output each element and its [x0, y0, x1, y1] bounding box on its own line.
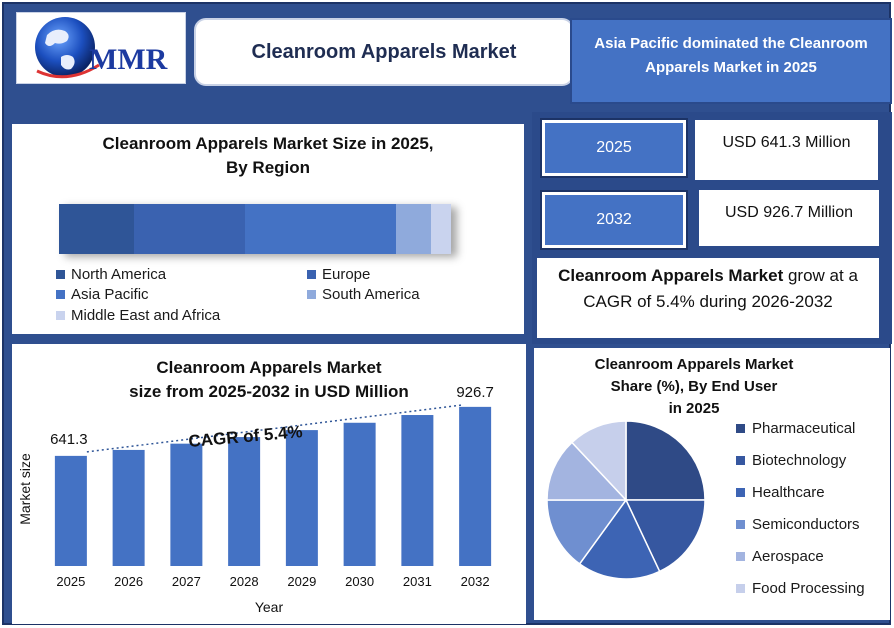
legend-label: Pharmaceutical — [752, 420, 856, 437]
end-user-pie-chart — [546, 420, 706, 580]
legend-label: Asia Pacific — [71, 286, 149, 303]
pie-slice-healthcare — [578, 498, 661, 580]
legend-label: Food Processing — [752, 580, 865, 597]
region-segment-south-america — [395, 204, 432, 254]
pie-title-line3: in 2025 — [668, 400, 720, 417]
bar-2032 — [459, 406, 492, 566]
region-segment-europe — [134, 204, 246, 254]
pie-slice-biotechnology — [624, 499, 706, 573]
legend-swatch — [736, 488, 745, 497]
legend-swatch — [736, 552, 745, 561]
pie-legend-item: Pharmaceutical — [736, 420, 855, 437]
legend-swatch — [56, 290, 65, 299]
region-segment-asia-pacific — [245, 204, 396, 254]
cagr-market-name: Cleanroom Apparels Market — [558, 266, 784, 285]
pie-legend-item: Healthcare — [736, 484, 825, 501]
legend-label: Healthcare — [752, 484, 825, 501]
growth-chart-title: Cleanroom Apparels Market size from 2025… — [12, 356, 526, 404]
legend-label: Biotechnology — [752, 452, 847, 469]
cagr-statement: Cleanroom Apparels Market grow at a CAGR… — [537, 258, 879, 338]
data-label-last: 926.7 — [456, 384, 494, 401]
pie-slice-pharmaceutical — [625, 420, 706, 501]
bar-2025 — [54, 455, 87, 566]
pie-slice-aerospace — [546, 441, 628, 501]
year-2025-box: 2025 — [542, 120, 686, 176]
legend-swatch — [736, 424, 745, 433]
legend-swatch — [307, 270, 316, 279]
growth-title-line1: Cleanroom Apparels Market — [156, 358, 382, 377]
legend-swatch — [56, 270, 65, 279]
x-tick-label: 2028 — [230, 574, 259, 589]
region-segment-middle-east-and-africa — [431, 204, 451, 254]
x-tick-label: 2032 — [461, 574, 490, 589]
pie-chart-title: Cleanroom Apparels Market Share (%), By … — [574, 354, 814, 420]
region-title-line1: Cleanroom Apparels Market Size in 2025, — [102, 134, 434, 153]
bar-2028 — [228, 437, 261, 566]
legend-label: South America — [322, 286, 420, 303]
x-tick-label: 2027 — [172, 574, 201, 589]
globe-logo-icon: MMR — [35, 17, 168, 79]
cagr-trend-line — [86, 404, 464, 453]
x-tick-label: 2029 — [287, 574, 316, 589]
year-2032-box: 2032 — [542, 192, 686, 248]
x-axis-label: Year — [255, 599, 284, 615]
region-legend-item: Middle East and Africa — [56, 307, 220, 324]
legend-swatch — [736, 456, 745, 465]
region-panel: Cleanroom Apparels Market Size in 2025, … — [12, 124, 524, 334]
value-2025-box: USD 641.3 Million — [695, 120, 878, 180]
bar-2027 — [170, 443, 203, 566]
bar-2026 — [112, 449, 145, 566]
bar-2031 — [401, 415, 434, 566]
page-title: Cleanroom Apparels Market — [194, 18, 574, 86]
region-legend-item: Europe — [307, 266, 370, 283]
legend-label: Aerospace — [752, 548, 824, 565]
region-segment-north-america — [59, 204, 135, 254]
legend-label: Europe — [322, 266, 371, 283]
x-tick-label: 2025 — [56, 574, 85, 589]
region-chart-title: Cleanroom Apparels Market Size in 2025, … — [12, 132, 524, 180]
pie-legend-item: Aerospace — [736, 548, 824, 565]
region-legend-item: Asia Pacific — [56, 286, 149, 303]
pie-slice-semiconductors — [546, 499, 628, 565]
growth-title-line2: size from 2025-2032 in USD Million — [129, 382, 409, 401]
highlight-banner: Asia Pacific dominated the Cleanroom App… — [570, 18, 892, 104]
pie-title-line2: Share (%), By End User — [610, 378, 778, 395]
y-axis-label: Market size — [17, 453, 33, 525]
pie-legend-item: Food Processing — [736, 580, 865, 597]
bar-2030 — [343, 422, 376, 566]
region-title-line2: By Region — [225, 158, 311, 177]
cagr-text: grow at a CAGR of 5.4% during 2026-2032 — [583, 266, 858, 311]
value-2032-box: USD 926.7 Million — [699, 190, 879, 246]
legend-label: North America — [71, 266, 167, 283]
legend-swatch — [736, 584, 745, 593]
legend-label: Middle East and Africa — [71, 307, 221, 324]
x-tick-label: 2031 — [403, 574, 432, 589]
pie-legend-item: Biotechnology — [736, 452, 846, 469]
region-stacked-bar — [59, 204, 451, 254]
pie-slice-food-processing — [570, 420, 627, 502]
pie-title-line1: Cleanroom Apparels Market — [594, 356, 794, 373]
logo-text: MMR — [89, 43, 168, 76]
data-label-first: 641.3 — [50, 431, 88, 448]
x-tick-label: 2030 — [345, 574, 374, 589]
legend-swatch — [56, 311, 65, 320]
bar-2029 — [285, 430, 318, 566]
region-legend-item: South America — [307, 286, 420, 303]
legend-label: Semiconductors — [752, 516, 860, 533]
legend-swatch — [307, 290, 316, 299]
logo: MMR — [16, 12, 186, 84]
x-tick-label: 2026 — [114, 574, 143, 589]
legend-swatch — [736, 520, 745, 529]
region-legend-item: North America — [56, 266, 166, 283]
pie-legend-item: Semiconductors — [736, 516, 860, 533]
growth-chart-panel: Cleanroom Apparels Market size from 2025… — [12, 344, 526, 624]
end-user-panel: Cleanroom Apparels Market Share (%), By … — [534, 348, 890, 620]
